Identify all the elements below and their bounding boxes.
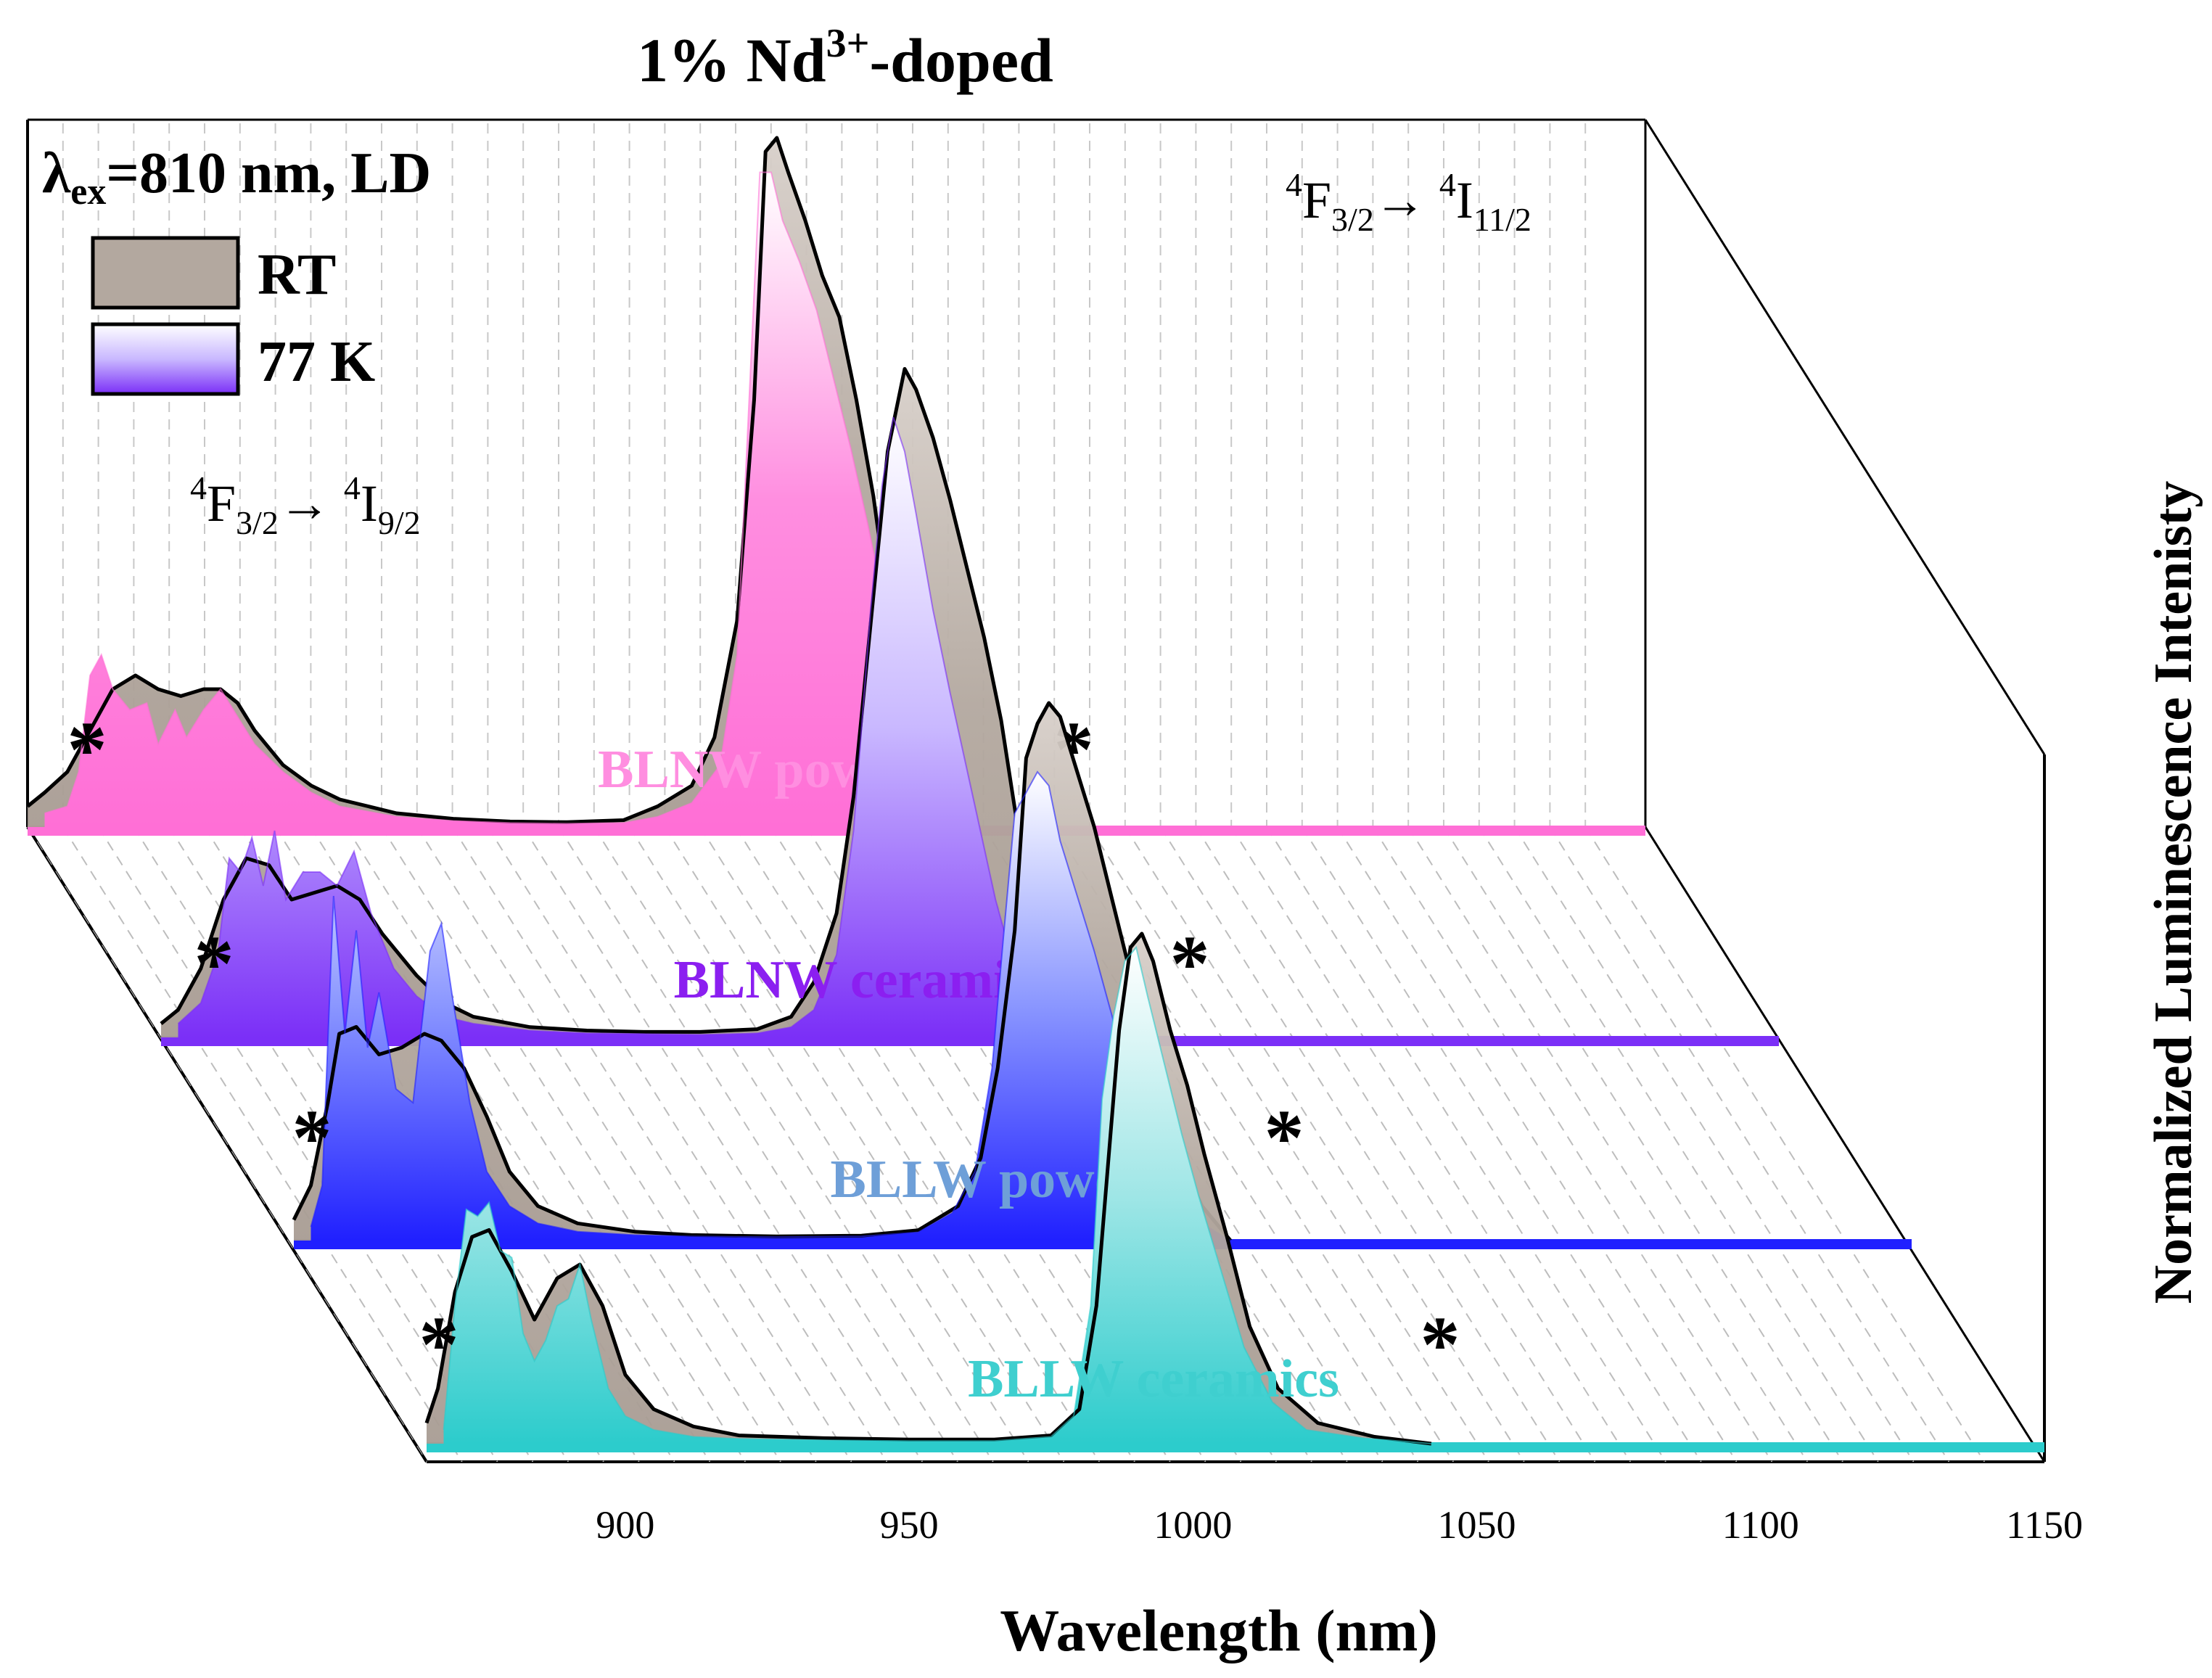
top-depth-edge bbox=[1644, 119, 2046, 755]
legend: RT 77 K bbox=[91, 236, 375, 396]
star-marker: * bbox=[1265, 1093, 1304, 1182]
bottom-right-depth-edge bbox=[1644, 826, 2046, 1463]
k77-area bbox=[443, 947, 1431, 1444]
floor-gridline bbox=[1301, 827, 1702, 1462]
back-gridlines bbox=[62, 123, 1587, 827]
series-label: BLLW ceramics bbox=[968, 1349, 1339, 1409]
k77-line bbox=[177, 416, 1053, 1038]
floor-gridline bbox=[1407, 827, 1809, 1462]
chart-title: 1% Nd3+-doped bbox=[637, 21, 1053, 95]
floor-gridline bbox=[1336, 827, 1738, 1462]
floor-gridline bbox=[1549, 827, 1950, 1462]
floor-gridline bbox=[1443, 827, 1843, 1462]
floor-gridline bbox=[28, 827, 180, 1462]
x-tick-labels: 900 950 1000 1050 1100 1150 bbox=[596, 1503, 2083, 1547]
floor-gridline bbox=[1159, 827, 1561, 1462]
floor-gridline bbox=[28, 827, 427, 1462]
x-tick-label: 1150 bbox=[2006, 1503, 2083, 1547]
star-marker: * bbox=[1170, 919, 1210, 1008]
floor-gridline bbox=[97, 827, 498, 1462]
x-tick-label: 900 bbox=[596, 1503, 654, 1547]
star-marker: * bbox=[1420, 1300, 1460, 1389]
floor-gridline bbox=[28, 827, 73, 1462]
x-tick-label: 1100 bbox=[1722, 1503, 1799, 1547]
star-marker: * bbox=[292, 1093, 332, 1182]
x-tick-label: 1050 bbox=[1438, 1503, 1516, 1547]
y-axis-label: Normalized Luminescence Intenisty bbox=[2144, 481, 2203, 1304]
floor-gridline bbox=[451, 827, 852, 1462]
floor-gridline bbox=[1478, 827, 1879, 1462]
floor-gridline bbox=[1513, 827, 1915, 1462]
floor-gridline bbox=[558, 827, 958, 1462]
floor-gridline bbox=[1230, 827, 1632, 1462]
floor-gridline bbox=[1089, 827, 1489, 1462]
series-baseline bbox=[161, 1036, 1779, 1046]
floor-gridline bbox=[593, 827, 994, 1462]
floor-gridline bbox=[735, 827, 1135, 1462]
legend-label-rt: RT bbox=[258, 243, 336, 307]
floor-gridline bbox=[664, 827, 1065, 1462]
series-blnw-powder: BLNW powder* * bbox=[26, 136, 1645, 836]
floor-gridline bbox=[345, 827, 747, 1462]
floor-gridline bbox=[28, 827, 215, 1462]
series-layer: BLNW powder* *BLNW ceramics* *BLLW powder*… bbox=[26, 136, 2044, 1452]
transition-label-9-2: 4F3/2→ 4I9/2 bbox=[190, 469, 421, 541]
legend-swatch-77k bbox=[91, 322, 240, 396]
k77-area bbox=[44, 172, 902, 827]
floor-gridline bbox=[28, 827, 144, 1462]
series-baseline bbox=[28, 826, 1645, 836]
star-marker: * bbox=[194, 919, 234, 1008]
rt-line bbox=[424, 931, 1432, 1446]
legend-swatch-rt bbox=[91, 236, 240, 310]
x-tick-label: 1000 bbox=[1154, 1503, 1232, 1547]
floor-gridline bbox=[1372, 827, 1773, 1462]
floor-gridline bbox=[62, 827, 463, 1462]
transition-label-11-2: 4F3/2→ 4I11/2 bbox=[1286, 166, 1531, 238]
k77-line bbox=[44, 171, 903, 828]
series-label: BLNW ceramics bbox=[674, 950, 1053, 1010]
rt-line bbox=[26, 136, 904, 828]
k77-line bbox=[443, 945, 1431, 1444]
x-tick-label: 950 bbox=[880, 1503, 939, 1547]
floor-gridline bbox=[1584, 827, 1986, 1462]
floor-gridline bbox=[28, 827, 109, 1462]
floor-gridline bbox=[28, 827, 38, 1462]
floor-gridline bbox=[1266, 827, 1666, 1462]
floor-gridline bbox=[381, 827, 781, 1462]
series-bllw-ceramics: BLLW ceramics * * bbox=[419, 931, 2044, 1452]
k77-line bbox=[310, 770, 1231, 1241]
floor-gridline bbox=[522, 827, 924, 1462]
series-baseline bbox=[427, 1442, 2044, 1452]
floor-gridline bbox=[1195, 827, 1596, 1462]
floor-gridline bbox=[1124, 827, 1525, 1462]
floor-gridline bbox=[628, 827, 1029, 1462]
x-axis-label: Wavelength (nm) bbox=[1000, 1597, 1438, 1663]
floor-gridline bbox=[0, 827, 1, 1462]
k77-area bbox=[311, 772, 1231, 1241]
legend-label-77k: 77 K bbox=[258, 330, 375, 394]
floor-gridline bbox=[699, 827, 1101, 1462]
k77-area bbox=[178, 417, 1053, 1037]
floor-gridline bbox=[487, 827, 888, 1462]
excitation-label: λex=810 nm, LD bbox=[42, 141, 431, 213]
star-marker: * bbox=[67, 705, 107, 794]
series-blnw-ceramics: BLNW ceramics * * bbox=[160, 367, 1779, 1046]
star-marker: * bbox=[419, 1300, 459, 1389]
floor-gridline bbox=[416, 827, 817, 1462]
